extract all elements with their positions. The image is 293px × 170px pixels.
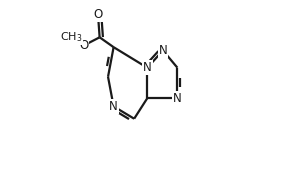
- Text: O: O: [79, 39, 88, 52]
- Text: N: N: [159, 44, 167, 57]
- Text: N: N: [109, 100, 118, 113]
- Text: O: O: [93, 8, 103, 21]
- Text: CH$_3$: CH$_3$: [59, 30, 82, 44]
- Text: N: N: [143, 61, 152, 74]
- Text: N: N: [173, 92, 182, 105]
